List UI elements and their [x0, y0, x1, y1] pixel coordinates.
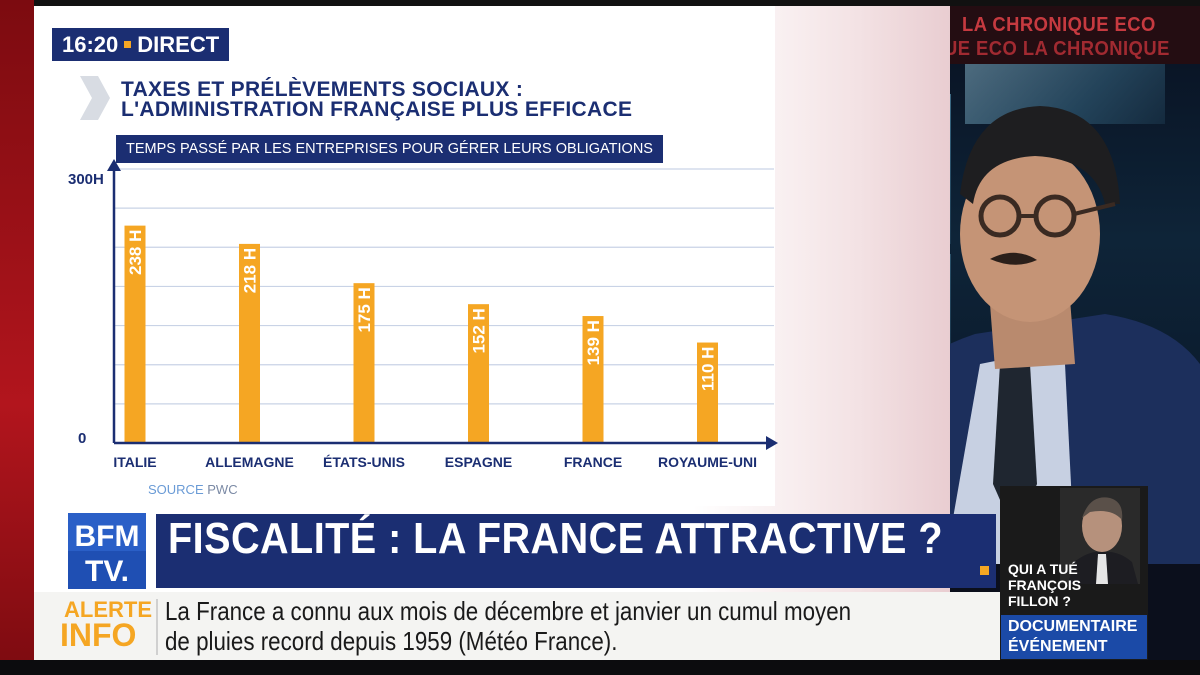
- bar-value-label: 152 H: [470, 308, 489, 353]
- segment-title-scroll: UE ECO LA CHRONIQUE: [950, 38, 1170, 60]
- promo-badge: [1001, 615, 1147, 659]
- y-tick-label: 300H: [68, 171, 104, 188]
- chart-subtitle: TEMPS PASSÉ PAR LES ENTREPRISES POUR GÉR…: [116, 135, 663, 163]
- graphic-title-line2: L'ADMINISTRATION FRANÇAISE PLUS EFFICACE: [121, 98, 633, 121]
- bar-1: [239, 243, 260, 443]
- headline-bar: [156, 514, 996, 588]
- bar-0: [124, 225, 146, 443]
- headline-accent-dot: [980, 566, 989, 575]
- segment-title: LA CHRONIQUE ECO: [962, 14, 1156, 36]
- alert-bar: [34, 592, 1000, 660]
- bar-value-label: 110 H: [699, 347, 718, 391]
- bar-value-label: 175 H: [355, 287, 374, 332]
- graphic-title-line1: TAXES ET PRÉLÈVEMENTS SOCIAUX :: [121, 78, 524, 101]
- alert-label-line2: INFO: [60, 617, 137, 653]
- y-axis-arrow-icon: [107, 159, 121, 171]
- bottom-strip: [0, 660, 1200, 675]
- category-label: ROYAUME-UNI: [658, 454, 757, 470]
- alert-divider: [156, 599, 158, 655]
- bfmtv-logo: BFM TV.: [66, 511, 148, 591]
- category-label: ALLEMAGNE: [205, 454, 294, 470]
- channel-frame: [0, 0, 34, 675]
- bar-value-label: 218 H: [241, 248, 260, 293]
- bar-value-label: 238 H: [126, 230, 145, 275]
- promo-portrait: [1060, 488, 1140, 584]
- segment-banner: LA CHRONIQUE ECO UE ECO LA CHRONIQUE: [950, 6, 1200, 64]
- bar-4: [582, 316, 604, 443]
- logo-line2: TV.: [85, 555, 129, 588]
- alert-text-line1: La France a connu aux mois de décembre e…: [165, 596, 852, 626]
- promo-question-line2: FRANÇOIS: [1008, 577, 1082, 593]
- clock-time: 16:20: [62, 31, 119, 57]
- bar-value-label: 139 H: [584, 320, 603, 365]
- alert-text-line2: de pluies record depuis 1959 (Météo Fran…: [165, 626, 618, 656]
- x-axis-arrow-icon: [766, 436, 778, 450]
- bar-2: [353, 283, 375, 443]
- source-label: SOURCE: [148, 482, 204, 497]
- bar-chart: 238 H ITALIE 218 H ALLEMAGNE 175 H ÉTATS-UNIS…: [68, 159, 778, 470]
- promo-question-line3: FILLON ?: [1008, 593, 1071, 609]
- promo-badge-line2: ÉVÉNEMENT: [1008, 638, 1108, 655]
- y-tick-label: 0: [78, 430, 86, 447]
- source-value: PWC: [207, 482, 238, 497]
- headline-text: FISCALITÉ : LA FRANCE ATTRACTIVE ?: [168, 514, 943, 563]
- category-label: FRANCE: [564, 454, 622, 470]
- category-label: ITALIE: [113, 454, 156, 470]
- logo-line1: BFM: [75, 520, 140, 553]
- separator-square: [124, 41, 132, 48]
- bar-3: [468, 304, 489, 443]
- alert-label-line1: ALERTE: [64, 597, 152, 622]
- time-badge: 16:20 DIRECT: [52, 28, 230, 61]
- chevron-right-icon: [80, 76, 110, 120]
- promo-badge-line1: DOCUMENTAIRE: [1008, 618, 1138, 635]
- live-label: DIRECT: [137, 31, 220, 57]
- bar-5: [697, 342, 718, 443]
- category-label: ESPAGNE: [445, 454, 512, 470]
- source-note: SOURCE PWC: [148, 482, 238, 497]
- category-label: ÉTATS-UNIS: [323, 454, 405, 470]
- top-strip: [0, 0, 1200, 6]
- promo-question-line1: QUI A TUÉ: [1008, 561, 1078, 577]
- chart-background: [34, 6, 775, 506]
